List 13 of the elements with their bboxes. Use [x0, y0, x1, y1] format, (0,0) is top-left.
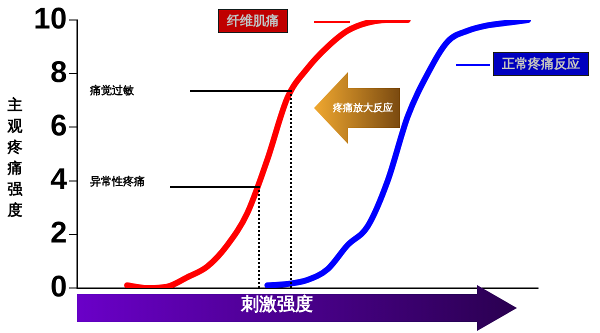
y-tick-label: 2	[50, 216, 67, 250]
annotation: 痛觉过敏	[90, 83, 134, 98]
y-tick-label: 6	[50, 109, 67, 142]
text: 纤维肌痛	[218, 9, 288, 33]
annotation: 异常性疼痛	[90, 174, 145, 189]
y-tick-label: 0	[50, 270, 67, 304]
y-tick-label: 4	[50, 163, 68, 196]
x-axis-title: 刺激强度	[240, 293, 314, 316]
y-tick-label: 10	[34, 2, 67, 36]
y-tick-label: 8	[50, 56, 67, 89]
annotation: 疼痛放大反应	[333, 101, 393, 115]
legend-label: 正常疼痛反应	[493, 52, 589, 76]
y-axis-title: 主观疼痛强度	[6, 95, 24, 221]
